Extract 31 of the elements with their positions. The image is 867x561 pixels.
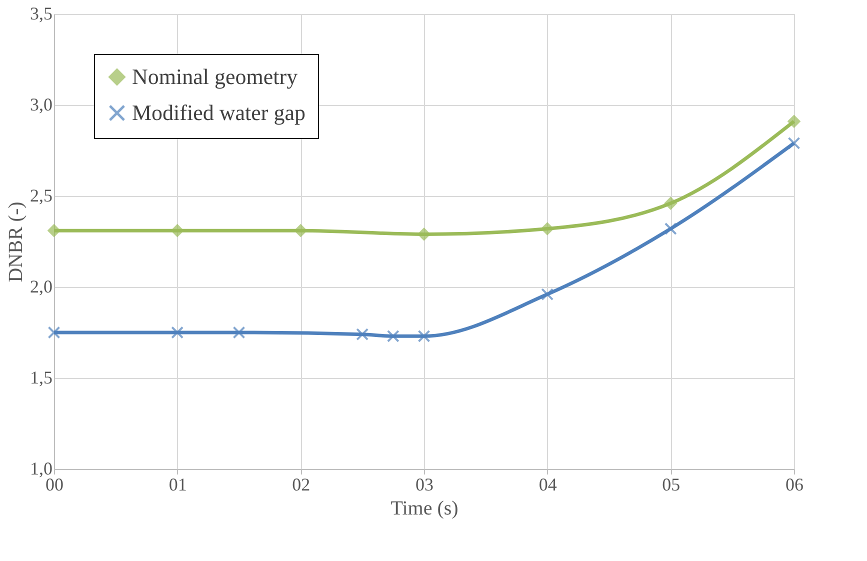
point	[418, 330, 430, 342]
point	[294, 224, 307, 237]
x-tick-label: 02	[292, 474, 310, 494]
y-axis-title: DNBR (-)	[5, 202, 27, 282]
x-tick-label: 06	[786, 474, 804, 494]
x-axis-title: Time (s)	[390, 498, 458, 520]
point	[418, 228, 430, 240]
y-tick-label: 3,0	[30, 94, 52, 114]
x-tick-label: 04	[538, 474, 557, 494]
y-tick-label: 2,5	[30, 186, 52, 206]
point	[356, 328, 369, 341]
legend-label: Nominal geometry	[132, 64, 298, 89]
y-tick-label: 3,5	[30, 4, 52, 24]
point	[788, 115, 800, 128]
point	[788, 136, 800, 150]
point	[48, 224, 60, 237]
point	[171, 326, 184, 339]
x-tick-label: 03	[416, 474, 434, 494]
y-tick-label: 2,0	[30, 276, 52, 296]
point	[541, 222, 554, 236]
point	[386, 330, 400, 342]
point	[171, 224, 184, 237]
point	[232, 326, 246, 339]
point	[664, 222, 677, 236]
x-tick-label: 01	[168, 474, 187, 494]
x-tick-label: 05	[662, 474, 680, 494]
point	[541, 288, 554, 301]
point	[664, 197, 677, 210]
legend-label: Modified water gap	[132, 100, 306, 125]
y-tick-label: 1,5	[30, 368, 52, 388]
point	[48, 326, 60, 339]
